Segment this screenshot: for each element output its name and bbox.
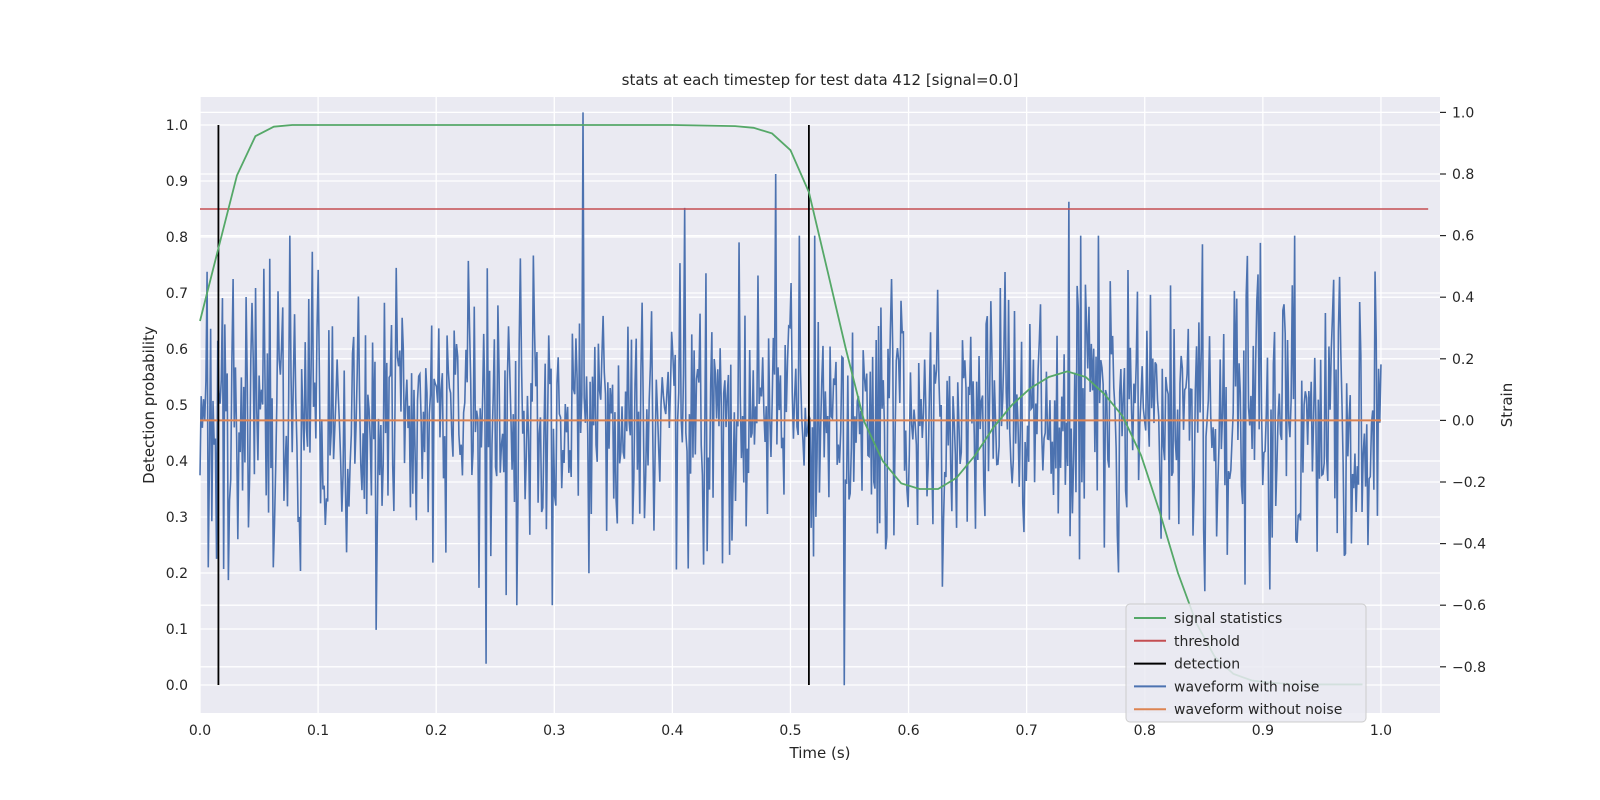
x-tick-label: 1.0 <box>1370 723 1392 739</box>
legend-label: detection <box>1174 657 1240 673</box>
legend-label: signal statistics <box>1174 611 1282 627</box>
y-right-tick-label: −0.8 <box>1452 660 1486 676</box>
y-right-tick-label: −0.2 <box>1452 475 1486 491</box>
y-axis-label: Detection probability <box>140 326 158 484</box>
y-tick-label: 0.4 <box>166 454 188 470</box>
grid-lines <box>199 97 1440 713</box>
y-tick-label: 0.3 <box>166 510 188 526</box>
axes: 0.0 0.1 0.2 0.3 0.4 0.5 0.6 0.7 0.8 0.9 1.0 0.0 0.1 0… <box>166 105 1486 739</box>
series-waveform-with-noise <box>199 112 1382 686</box>
y-right-tick-label: 1.0 <box>1452 105 1474 121</box>
legend-label: waveform with noise <box>1174 679 1319 695</box>
legend-label: threshold <box>1174 634 1240 650</box>
y-axis-right-label: Strain <box>1498 383 1516 427</box>
chart-title: stats at each timestep for test data 412… <box>622 71 1019 89</box>
legend: signal statistics threshold detection wavef… <box>1125 603 1367 723</box>
y-tick-label: 0.7 <box>166 286 188 302</box>
y-right-tick-label: 0.2 <box>1452 352 1474 368</box>
y-tick-label: 0.8 <box>166 230 188 246</box>
x-tick-label: 0.5 <box>779 723 801 739</box>
y-tick-label: 0.5 <box>166 398 188 414</box>
legend-label: waveform without noise <box>1174 702 1342 718</box>
x-tick-label: 0.3 <box>543 723 565 739</box>
x-tick-label: 0.0 <box>189 723 211 739</box>
x-tick-label: 0.7 <box>1016 723 1038 739</box>
x-tick-label: 0.8 <box>1134 723 1156 739</box>
legend-box <box>1125 603 1367 723</box>
x-tick-label: 0.1 <box>307 723 329 739</box>
y-right-tick-label: 0.4 <box>1452 290 1474 306</box>
y-tick-label: 0.0 <box>166 678 188 694</box>
y-tick-label: 0.2 <box>166 566 188 582</box>
y-right-tick-label: −0.4 <box>1452 537 1486 553</box>
x-tick-label: 0.4 <box>661 723 683 739</box>
x-tick-label: 0.9 <box>1252 723 1274 739</box>
y-tick-label: 0.1 <box>166 622 188 638</box>
y-right-tick-label: 0.6 <box>1452 229 1474 245</box>
x-tick-label: 0.6 <box>897 723 919 739</box>
x-tick-label: 0.2 <box>425 723 447 739</box>
y-tick-label: 0.6 <box>166 342 188 358</box>
y-right-tick-label: 0.8 <box>1452 167 1474 183</box>
y-right-tick-label: 0.0 <box>1452 413 1474 429</box>
y-tick-label: 1.0 <box>166 118 188 134</box>
y-tick-label: 0.9 <box>166 174 188 190</box>
y-right-tick-label: −0.6 <box>1452 598 1486 614</box>
x-axis-label: Time (s) <box>789 744 851 762</box>
